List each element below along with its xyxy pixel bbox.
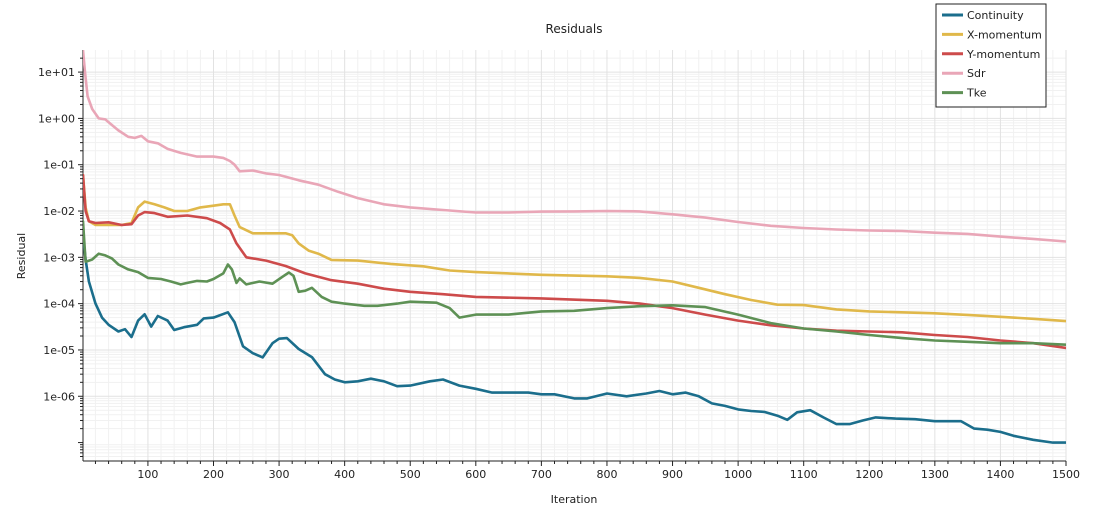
y-tick-label: 1e+01: [38, 66, 75, 79]
x-tick-label: 600: [465, 468, 486, 481]
legend-box: [935, 3, 1047, 108]
series-line-continuity: [83, 233, 1066, 444]
series-layer: [83, 50, 1066, 444]
x-tick-label: 400: [334, 468, 355, 481]
legend-label-continuity: Continuity: [967, 9, 1024, 22]
x-tick-label: 1500: [1052, 468, 1080, 481]
y-tick-label: 1e-06: [43, 390, 75, 403]
x-tick-label: 200: [203, 468, 224, 481]
x-tick-label: 700: [531, 468, 552, 481]
series-line-tke: [83, 220, 1066, 346]
x-tick-label: 1300: [921, 468, 949, 481]
chart-title: Residuals: [546, 22, 603, 36]
y-tick-label: 1e+00: [38, 112, 75, 125]
x-tick-label: 500: [400, 468, 421, 481]
y-tick-label: 1e-04: [43, 298, 75, 311]
y-tick-label: 1e-03: [43, 251, 75, 264]
x-tick-label: 800: [596, 468, 617, 481]
legend-label-tke: Tke: [966, 87, 987, 100]
y-tick-label: 1e-01: [43, 159, 75, 172]
legend-label-x-momentum: X-momentum: [967, 28, 1042, 41]
axes-layer: 100 200 300 400 500 600 700 800 900 1000 1100 1200 1…: [38, 50, 1080, 481]
x-tick-label: 300: [269, 468, 290, 481]
legend-label-sdr: Sdr: [967, 67, 986, 80]
x-tick-label: 1200: [855, 468, 883, 481]
y-axis-title: Residual: [15, 233, 28, 279]
y-tick-label: 1e-02: [43, 205, 75, 218]
series-line-sdr: [83, 50, 1066, 243]
x-tick-label: 1400: [986, 468, 1014, 481]
x-tick-label: 100: [137, 468, 158, 481]
x-axis-title: Iteration: [551, 493, 598, 506]
x-tick-label: 1100: [790, 468, 818, 481]
y-tick-label: 1e-05: [43, 344, 75, 357]
x-tick-label: 1000: [724, 468, 752, 481]
series-line-x-momentum: [83, 173, 1066, 323]
legend: Continuity X-momentum Y-momentum Sdr Tke: [935, 3, 1047, 108]
legend-label-y-momentum: Y-momentum: [966, 48, 1040, 61]
x-tick-label: 900: [662, 468, 683, 481]
